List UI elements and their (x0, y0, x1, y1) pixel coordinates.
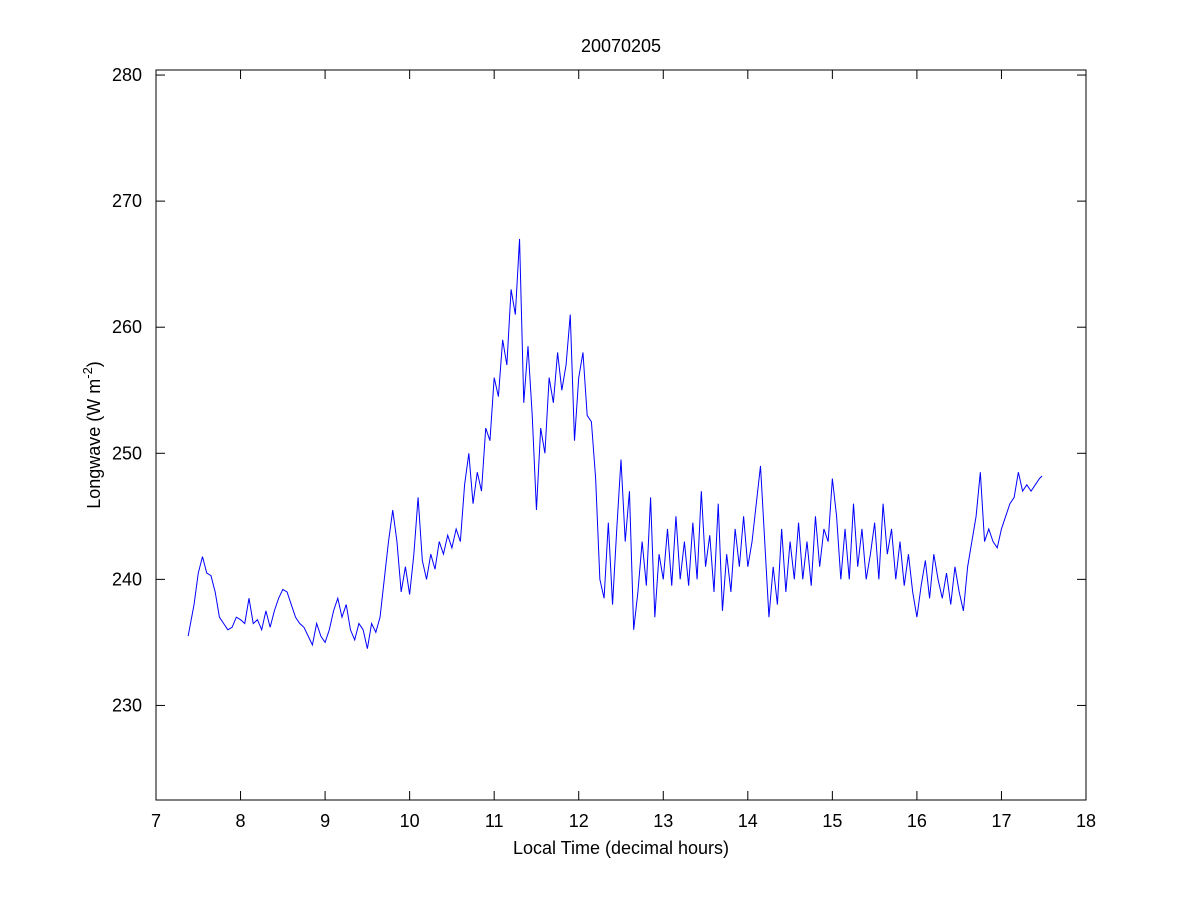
x-tick-label: 8 (236, 811, 246, 831)
x-tick-label: 17 (991, 811, 1011, 831)
axes-box (155, 69, 1087, 801)
x-axis-label: Local Time (decimal hours) (513, 838, 729, 858)
data-line (187, 238, 1043, 649)
x-tick-label: 10 (400, 811, 420, 831)
y-tick-label: 240 (112, 569, 142, 589)
y-axis-label-sup: -2 (80, 367, 95, 379)
y-tick-label: 270 (112, 191, 142, 211)
x-tick-label: 11 (485, 811, 504, 831)
x-tick-label: 13 (653, 811, 673, 831)
x-tick-label: 16 (907, 811, 927, 831)
y-axis-label: Longwave (W m-2) (80, 361, 104, 509)
chart-title: 20070205 (581, 36, 661, 56)
x-tick-label: 15 (822, 811, 842, 831)
y-tick-label: 250 (112, 443, 142, 463)
x-tick-label: 7 (151, 811, 161, 831)
y-axis-label-tail: ) (84, 361, 104, 367)
x-tick-label: 9 (320, 811, 330, 831)
y-axis-label-text: Longwave (W m (84, 379, 104, 509)
y-tick-label: 280 (112, 65, 142, 85)
x-tick-label: 12 (569, 811, 589, 831)
x-tick-label: 18 (1076, 811, 1096, 831)
y-tick-label: 230 (112, 695, 142, 715)
x-tick-label: 14 (738, 811, 758, 831)
y-tick-label: 260 (112, 317, 142, 337)
